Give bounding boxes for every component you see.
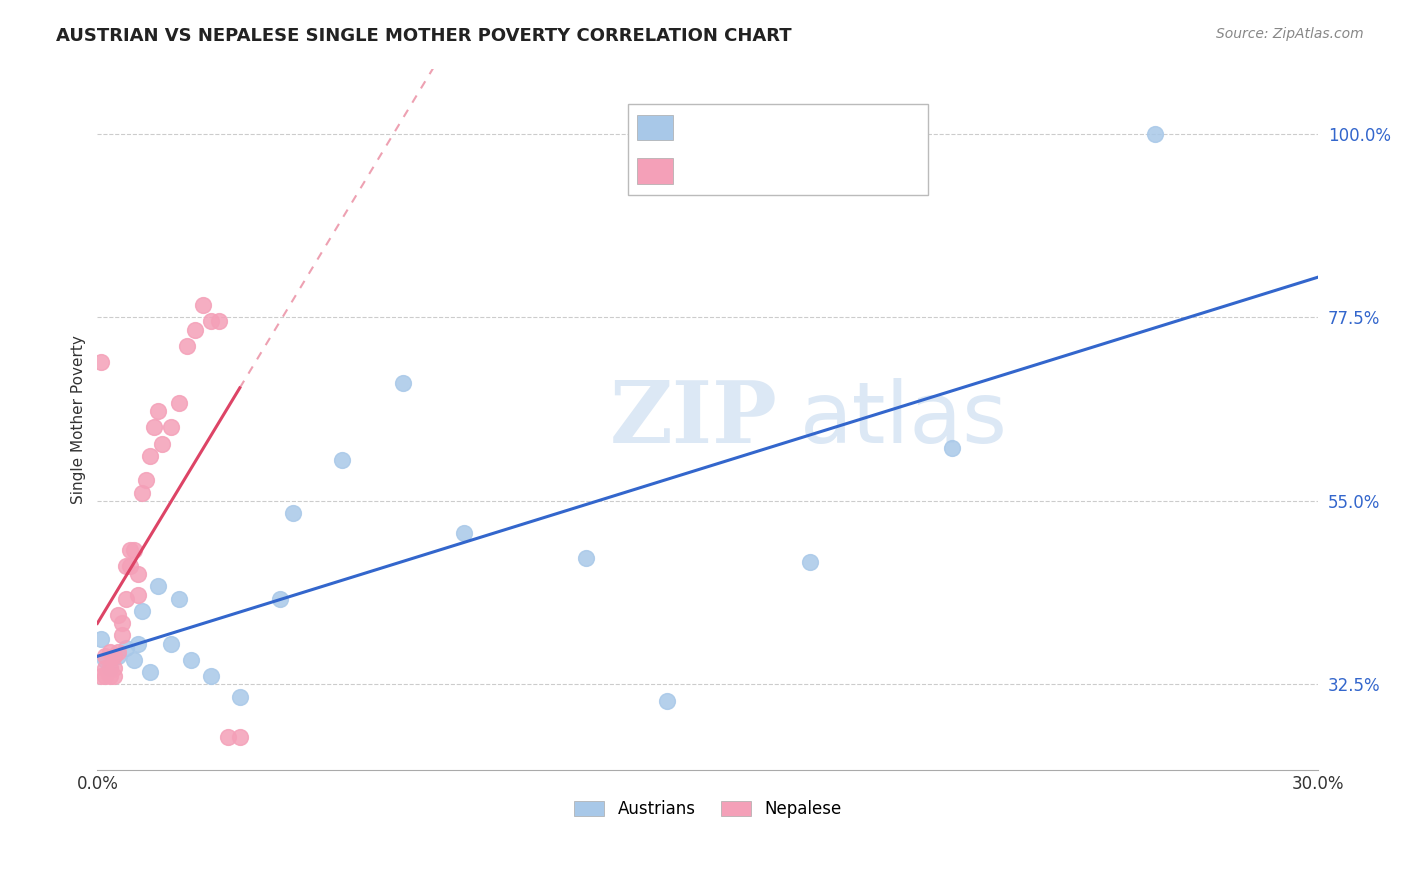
Point bbox=[180, 653, 202, 667]
Point bbox=[131, 604, 153, 618]
Point bbox=[1144, 127, 1167, 141]
Point bbox=[111, 628, 134, 642]
Point bbox=[139, 449, 162, 463]
Point bbox=[391, 376, 413, 390]
Point bbox=[103, 669, 125, 683]
Point bbox=[148, 404, 170, 418]
Point bbox=[98, 669, 121, 683]
Point bbox=[107, 648, 129, 663]
Point bbox=[107, 607, 129, 622]
Point bbox=[200, 669, 222, 683]
Point bbox=[115, 559, 138, 574]
Y-axis label: Single Mother Poverty: Single Mother Poverty bbox=[72, 334, 86, 504]
Point bbox=[799, 555, 821, 569]
Point bbox=[143, 420, 166, 434]
Point bbox=[281, 506, 304, 520]
Point bbox=[200, 314, 222, 328]
Point bbox=[94, 661, 117, 675]
Point bbox=[135, 474, 157, 488]
Point bbox=[111, 616, 134, 631]
Point bbox=[208, 314, 231, 328]
Point bbox=[941, 441, 963, 455]
Point bbox=[139, 665, 162, 679]
Point bbox=[167, 396, 190, 410]
Point bbox=[575, 550, 598, 565]
Point bbox=[191, 298, 214, 312]
Point bbox=[115, 640, 138, 655]
Point bbox=[330, 453, 353, 467]
Point bbox=[127, 588, 149, 602]
Point bbox=[122, 542, 145, 557]
Point bbox=[159, 420, 181, 434]
Point bbox=[217, 731, 239, 745]
Point bbox=[118, 559, 141, 574]
Point bbox=[167, 591, 190, 606]
Text: Source: ZipAtlas.com: Source: ZipAtlas.com bbox=[1216, 27, 1364, 41]
Point bbox=[90, 355, 112, 369]
Text: AUSTRIAN VS NEPALESE SINGLE MOTHER POVERTY CORRELATION CHART: AUSTRIAN VS NEPALESE SINGLE MOTHER POVER… bbox=[56, 27, 792, 45]
Legend: Austrians, Nepalese: Austrians, Nepalese bbox=[568, 794, 848, 825]
Point bbox=[148, 579, 170, 593]
Point bbox=[103, 648, 125, 663]
Text: ZIP: ZIP bbox=[610, 377, 778, 461]
Point bbox=[90, 632, 112, 647]
Point bbox=[127, 567, 149, 582]
Point bbox=[98, 661, 121, 675]
Text: atlas: atlas bbox=[800, 377, 1007, 461]
Point bbox=[98, 661, 121, 675]
Point bbox=[159, 636, 181, 650]
Point bbox=[184, 322, 207, 336]
Point bbox=[94, 653, 117, 667]
Point bbox=[94, 669, 117, 683]
Point bbox=[94, 648, 117, 663]
Point bbox=[107, 645, 129, 659]
Point bbox=[655, 693, 678, 707]
Point bbox=[152, 436, 174, 450]
Point bbox=[122, 653, 145, 667]
Point bbox=[131, 485, 153, 500]
Point bbox=[127, 636, 149, 650]
Point bbox=[90, 669, 112, 683]
Point bbox=[269, 591, 291, 606]
Point bbox=[98, 645, 121, 659]
Point bbox=[115, 591, 138, 606]
Point bbox=[453, 526, 475, 541]
Point bbox=[103, 661, 125, 675]
Point bbox=[176, 339, 198, 353]
Point bbox=[229, 690, 252, 704]
Point bbox=[229, 731, 252, 745]
Point bbox=[118, 542, 141, 557]
